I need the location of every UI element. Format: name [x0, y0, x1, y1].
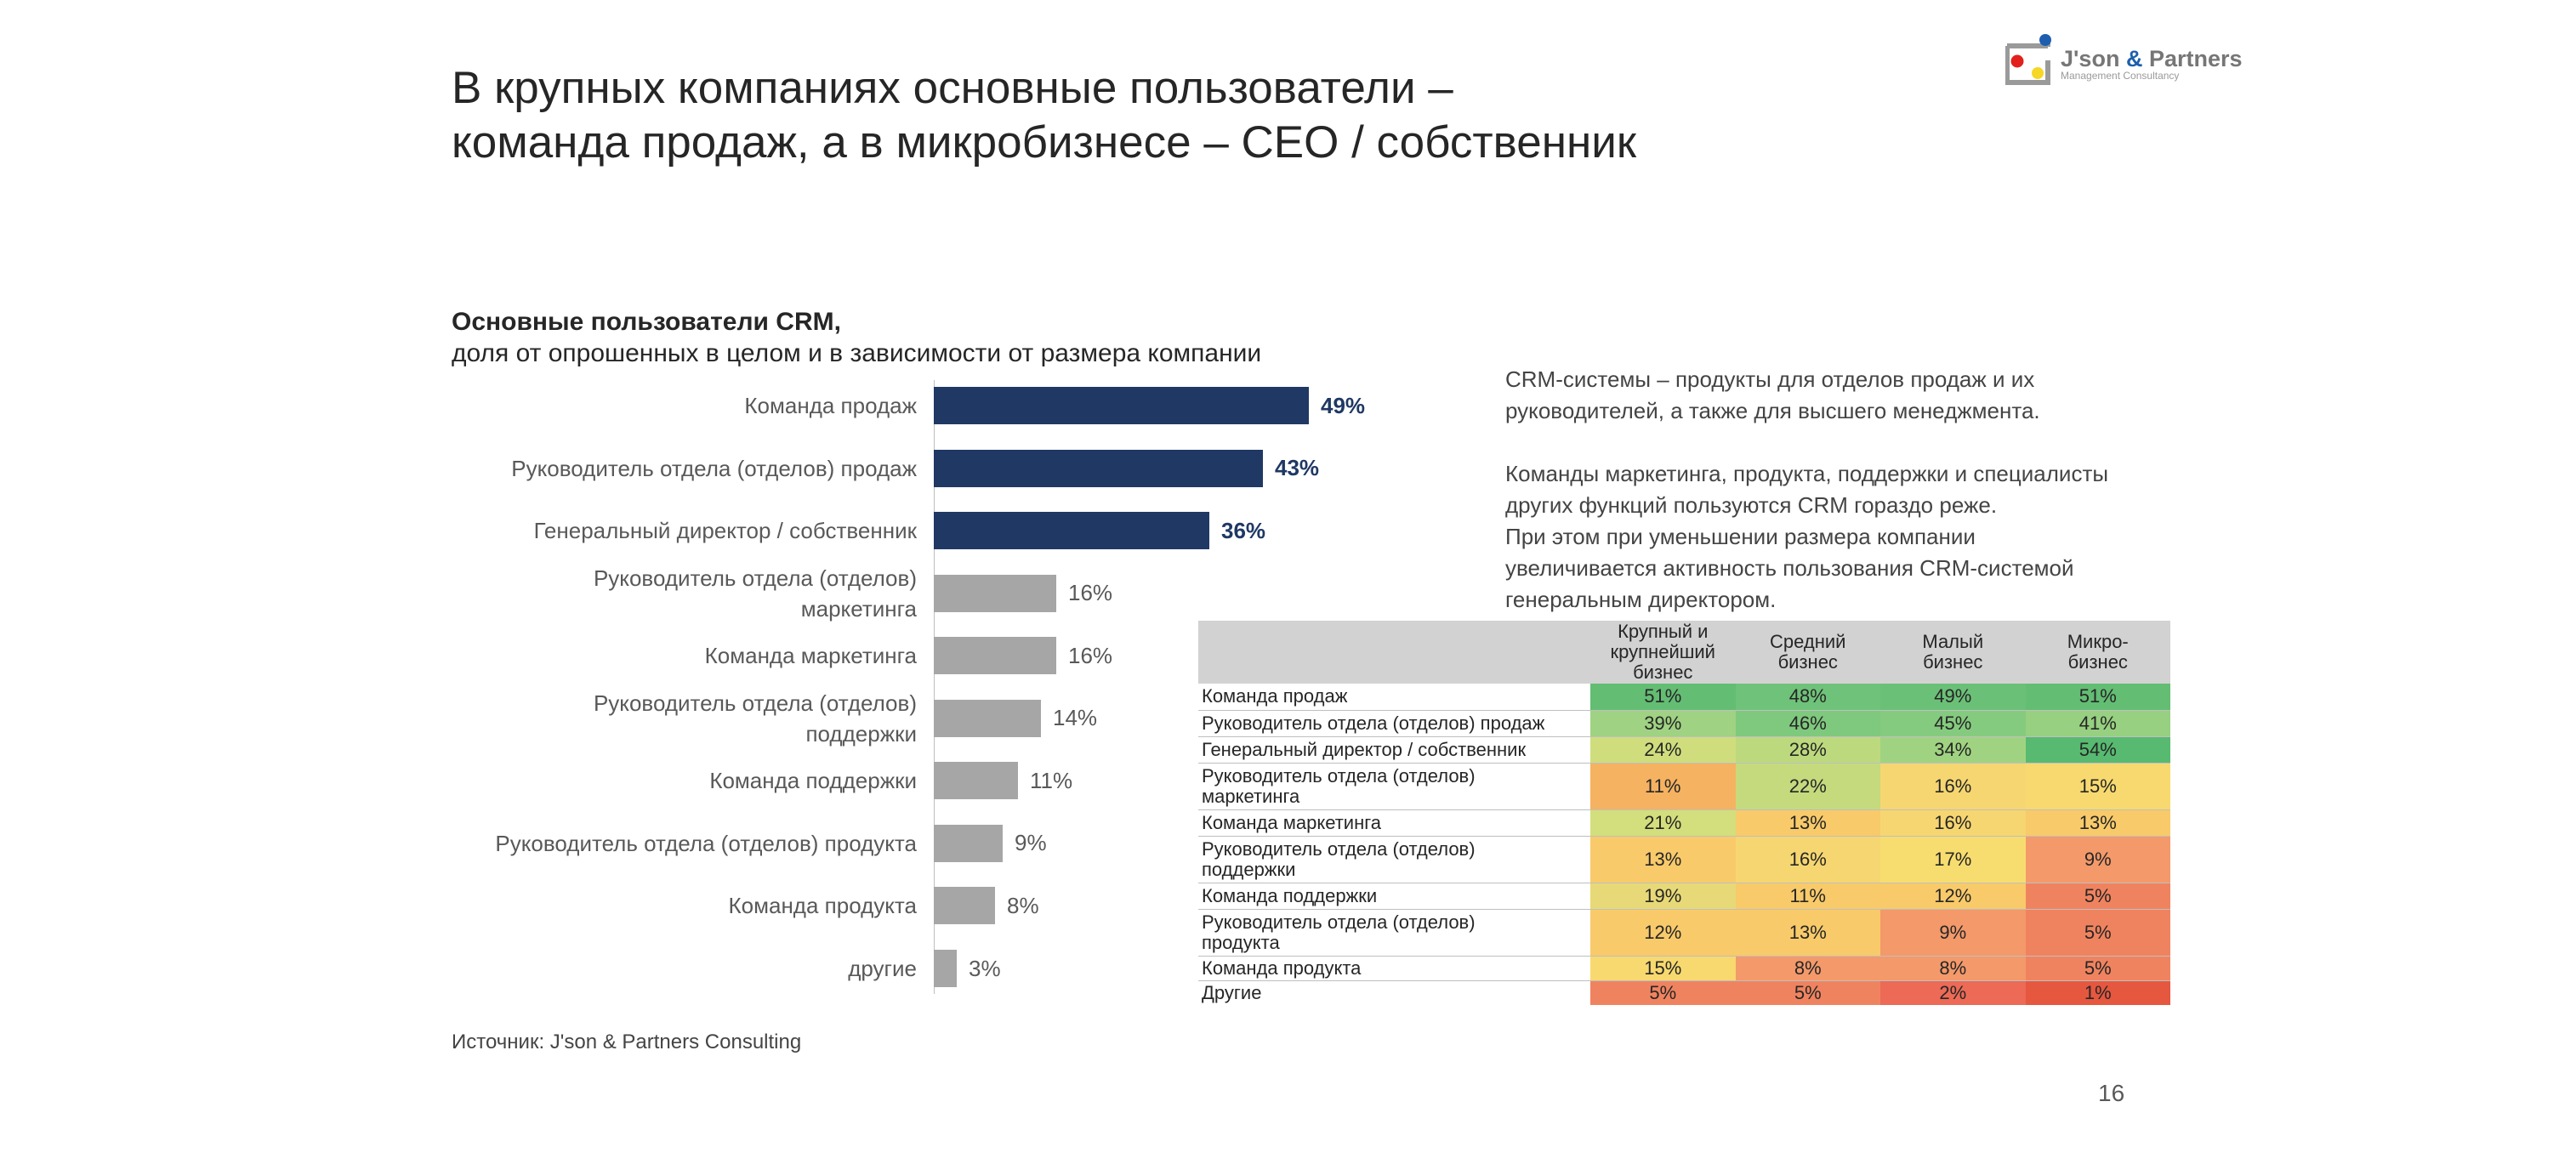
svg-text:J'son & Partners: J'son & Partners — [2061, 46, 2243, 71]
svg-text:Management Consultancy: Management Consultancy — [2061, 70, 2179, 82]
